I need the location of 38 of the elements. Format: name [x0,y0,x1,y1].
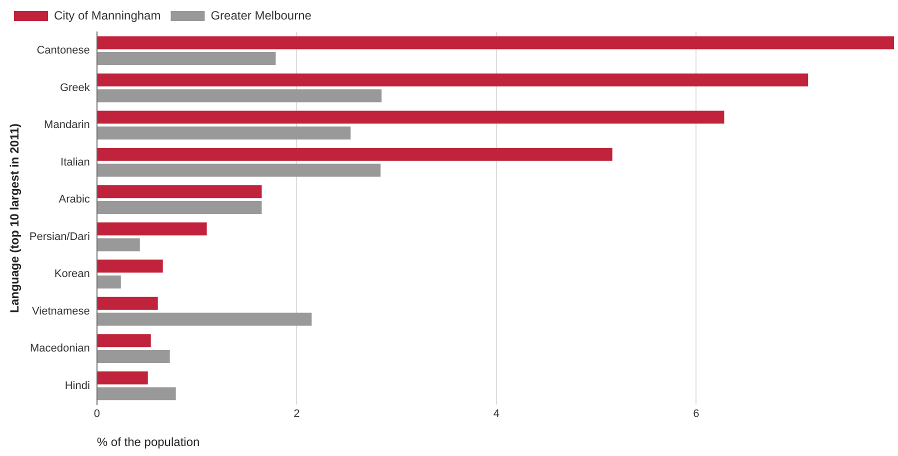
bar [97,222,207,236]
bar [97,36,894,50]
bar [97,148,612,161]
bar [97,164,381,177]
bar [97,52,276,66]
bar [97,296,158,310]
y-axis-title: Language (top 10 largest in 2011) [8,124,22,313]
legend-label: City of Manningham [54,8,161,22]
bar [97,73,808,86]
y-tick-label: Mandarin [44,119,90,132]
y-tick-label: Italian [60,156,90,168]
bar [97,238,140,252]
bar [97,334,151,348]
y-tick-label: Greek [60,82,90,94]
y-tick-label: Korean [54,268,90,280]
x-tick-label: 4 [493,408,500,420]
x-tick-label: 2 [294,408,300,420]
y-tick-label: Vietnamese [32,305,90,318]
bar [97,201,262,214]
y-tick-label: Cantonese [36,44,90,57]
x-tick-label: 0 [94,408,100,420]
bar [97,350,170,363]
y-tick-label: Macedonian [30,342,90,355]
bar [97,110,724,124]
legend-label: Greater Melbourne [210,8,312,22]
bar [97,312,312,326]
bar [97,387,176,400]
x-tick-label: 6 [693,408,700,420]
y-tick-label: Arabic [58,194,90,206]
y-tick-label: Hindi [64,380,90,392]
y-tick-label: Persian/Dari [29,230,90,243]
x-axis-title: % of the population [96,435,200,450]
bar [97,185,262,198]
bar [97,89,382,102]
bar [97,275,121,288]
bar [97,371,148,384]
bar [97,260,163,273]
bar [97,126,351,140]
